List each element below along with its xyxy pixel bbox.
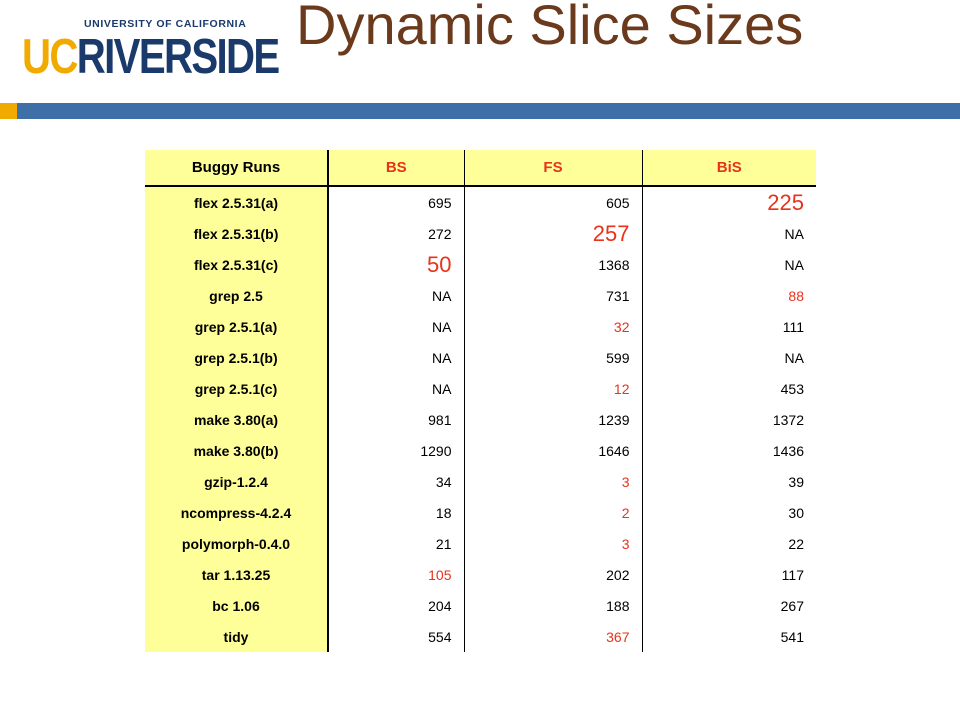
uc-riverside-logo: UNIVERSITY OF CALIFORNIA UCRIVERSIDE — [22, 14, 280, 84]
table-row: ncompress-4.2.4 18 2 30 — [145, 497, 816, 528]
logo-university-text: UNIVERSITY OF CALIFORNIA — [84, 18, 247, 30]
table-row: flex 2.5.31(c) 50 1368 NA — [145, 249, 816, 280]
cell-bs: 554 — [328, 621, 465, 652]
cell-bis: 117 — [781, 566, 804, 583]
slice-size-table: Buggy Runs BS FS BiS flex 2.5.31(a) 695 60… — [145, 150, 816, 652]
cell-bis: NA — [784, 225, 804, 242]
row-label: grep 2.5.1(b) — [145, 342, 329, 373]
slide-title: Dynamic Slice Sizes — [296, 0, 804, 56]
cell-bis: 1372 — [772, 411, 804, 428]
cell-bs: 981 — [328, 404, 465, 435]
header-buggy-runs: Buggy Runs — [145, 150, 329, 187]
row-label: tar 1.13.25 — [145, 559, 329, 590]
cell-bs: 1290 — [328, 435, 465, 466]
cell-fs: 3 — [464, 528, 643, 559]
row-label: polymorph-0.4.0 — [145, 528, 329, 559]
band-gold-accent — [0, 103, 17, 119]
header-fs: FS — [464, 150, 643, 187]
row-label: flex 2.5.31(a) — [145, 186, 329, 218]
cell-bs: 34 — [328, 466, 465, 497]
cell-bs: 50 — [328, 249, 465, 280]
table-row: grep 2.5.1(c) NA 12 453 — [145, 373, 816, 404]
cell-fs: 188 — [464, 590, 643, 621]
table-header-row: Buggy Runs BS FS BiS — [145, 150, 816, 187]
cell-fs: 367 — [464, 621, 643, 652]
table-row: flex 2.5.31(b) 272 257 NA — [145, 218, 816, 249]
table-row: flex 2.5.31(a) 695 605 225 — [145, 186, 816, 218]
cell-bis: 267 — [780, 597, 804, 614]
row-label: grep 2.5.1(a) — [145, 311, 329, 342]
logo-riverside: RIVERSIDE — [76, 30, 280, 84]
table-row: grep 2.5.1(b) NA 599 NA — [145, 342, 816, 373]
header-band — [0, 103, 960, 119]
cell-bis: 1436 — [772, 442, 804, 459]
cell-bis: NA — [784, 349, 804, 366]
cell-bis: 22 — [788, 535, 804, 552]
cell-bs: 272 — [328, 218, 465, 249]
row-label: make 3.80(a) — [145, 404, 329, 435]
table-row: tar 1.13.25 105 202 117 — [145, 559, 816, 590]
row-label: gzip-1.2.4 — [145, 466, 329, 497]
cell-bis: 88 — [788, 287, 804, 304]
row-label: ncompress-4.2.4 — [145, 497, 329, 528]
cell-bs: NA — [328, 311, 465, 342]
row-label: grep 2.5.1(c) — [145, 373, 329, 404]
cell-fs: 731 — [464, 280, 643, 311]
table-body: flex 2.5.31(a) 695 605 225 flex 2.5.31(b) 272… — [145, 186, 816, 652]
cell-bis: 111 — [782, 318, 804, 335]
table-row: make 3.80(b) 1290 1646 1436 — [145, 435, 816, 466]
row-label: tidy — [145, 621, 329, 652]
logo-uc: UC — [22, 30, 78, 84]
logo-wordmark: UCRIVERSIDE — [22, 28, 280, 86]
cell-fs: 3 — [464, 466, 643, 497]
cell-fs: 2 — [464, 497, 643, 528]
cell-fs: 605 — [464, 186, 643, 218]
table-row: tidy 554 367 541 — [145, 621, 816, 652]
cell-fs: 1368 — [464, 249, 643, 280]
cell-bs: 21 — [328, 528, 465, 559]
cell-bs: NA — [328, 342, 465, 373]
row-label: flex 2.5.31(b) — [145, 218, 329, 249]
cell-bs: 204 — [328, 590, 465, 621]
cell-fs: 202 — [464, 559, 643, 590]
row-label: make 3.80(b) — [145, 435, 329, 466]
table-row: bc 1.06 204 188 267 — [145, 590, 816, 621]
table-row: gzip-1.2.4 34 3 39 — [145, 466, 816, 497]
cell-bis: 225 — [767, 189, 804, 215]
cell-fs: 1239 — [464, 404, 643, 435]
table-row: grep 2.5.1(a) NA 32 111 — [145, 311, 816, 342]
cell-fs: 257 — [464, 218, 643, 249]
header-bis: BiS — [642, 150, 816, 187]
cell-fs: 32 — [464, 311, 643, 342]
cell-bis: 541 — [780, 628, 804, 645]
row-label: bc 1.06 — [145, 590, 329, 621]
band-blue-bar — [17, 103, 960, 119]
table-row: make 3.80(a) 981 1239 1372 — [145, 404, 816, 435]
table-row: grep 2.5 NA 731 88 — [145, 280, 816, 311]
cell-bs: NA — [328, 280, 465, 311]
cell-bs: NA — [328, 373, 465, 404]
table-row: polymorph-0.4.0 21 3 22 — [145, 528, 816, 559]
cell-bis: NA — [784, 256, 804, 273]
header-bs: BS — [328, 150, 465, 187]
row-label: flex 2.5.31(c) — [145, 249, 329, 280]
cell-bis: 39 — [788, 473, 804, 490]
cell-bs: 695 — [328, 186, 465, 218]
cell-fs: 599 — [464, 342, 643, 373]
cell-bs: 18 — [328, 497, 465, 528]
cell-bis: 453 — [780, 380, 804, 397]
cell-fs: 1646 — [464, 435, 643, 466]
cell-fs: 12 — [464, 373, 643, 404]
cell-bs: 105 — [328, 559, 465, 590]
row-label: grep 2.5 — [145, 280, 329, 311]
cell-bis: 30 — [788, 504, 804, 521]
